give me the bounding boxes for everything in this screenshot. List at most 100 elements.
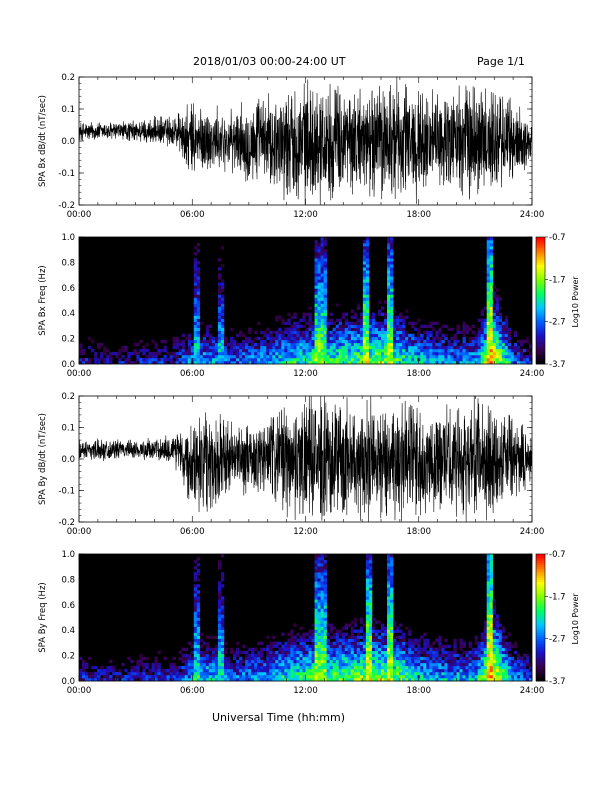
heatmap-cell [278,671,282,676]
heatmap-cell [196,312,201,316]
heatmap-cell [296,330,300,335]
heatmap-cell [311,629,315,633]
heatmap-cell [196,339,201,344]
heatmap-cell [248,668,252,673]
heatmap-cell [492,659,497,664]
heatmap-cell [402,351,406,356]
heatmap-cell [320,563,324,567]
heatmap-cell [193,345,198,350]
heatmap-cell [281,345,285,350]
heatmap-cell [507,662,512,667]
heatmap-cell [344,339,349,344]
heatmap-cell [405,351,409,356]
heatmap-cell [374,635,379,639]
heatmap-cell [390,626,394,630]
heatmap-cell [486,294,491,298]
heatmap-cell [317,581,321,585]
heatmap-cell [148,668,152,673]
heatmap-cell [193,674,198,679]
colorbar-segment [536,239,545,242]
heatmap-cell [142,677,146,682]
heatmap-cell [278,333,282,338]
heatmap-cell [293,351,297,356]
heatmap-cell [314,599,318,603]
heatmap-cell [320,243,324,247]
heatmap-cell [281,360,285,365]
heatmap-cell [97,342,101,347]
heatmap-cell [287,318,291,322]
heatmap-cell [284,650,288,655]
heatmap-cell [426,677,430,682]
heatmap-cell [205,659,210,664]
heatmap-cell [281,674,285,679]
heatmap-cell [151,677,155,682]
heatmap-cell [465,662,469,667]
heatmap-cell [311,324,315,329]
heatmap-cell [242,644,246,649]
heatmap-cell [507,653,512,658]
heatmap-cell [332,336,336,341]
heatmap-cell [353,668,358,673]
colorbar-segment [536,621,545,625]
heatmap-cell [193,330,198,335]
heatmap-cell [287,348,291,353]
heatmap-cell [423,677,427,682]
heatmap-cell [220,611,225,615]
heatmap-cell [226,674,231,679]
heatmap-cell [269,339,273,344]
heatmap-cell [223,345,228,350]
heatmap-cell [362,644,367,649]
heatmap-cell [402,321,406,325]
heatmap-cell [489,623,494,627]
heatmap-cell [356,348,361,353]
heatmap-cell [257,351,261,356]
colorbar-segment [536,657,545,661]
heatmap-cell [260,650,264,655]
heatmap-cell [510,354,515,359]
heatmap-cell [362,674,367,679]
heatmap-cell [347,360,352,365]
heatmap-cell [362,336,367,341]
colorbar-segment [536,306,545,310]
heatmap-cell [239,360,243,365]
heatmap-cell [347,653,352,658]
heatmap-cell [169,665,173,670]
heatmap-cell [374,665,379,670]
heatmap-cell [462,641,466,646]
heatmap-cell [516,665,521,670]
heatmap-cell [314,240,318,244]
heatmap-cell [347,665,352,670]
heatmap-cell [160,339,164,344]
heatmap-cell [384,324,388,329]
heatmap-cell [157,351,161,356]
heatmap-cell [91,348,95,353]
heatmap-cell [411,333,415,338]
heatmap-cell [519,662,524,667]
heatmap-cell [405,665,409,670]
heatmap-cell [393,333,397,338]
heatmap-cell [269,662,273,667]
heatmap-cell [344,357,349,362]
heatmap-cell [347,623,352,627]
colorbar-segment [536,604,545,608]
heatmap-cell [260,351,264,356]
heatmap-cell [441,324,445,329]
heatmap-cell [365,593,370,597]
heatmap-cell [317,641,321,646]
heatmap-cell [236,647,240,652]
heatmap-cell [359,617,364,621]
heatmap-cell [157,665,161,670]
heatmap-cell [317,593,321,597]
heatmap-cell [326,641,330,646]
heatmap-cell [100,665,104,670]
heatmap-cell [468,336,472,341]
heatmap-cell [365,584,370,588]
heatmap-cell [390,650,394,655]
heatmap-cell [519,342,524,347]
heatmap-cell [287,638,291,642]
heatmap-cell [480,351,484,356]
heatmap-cell [317,635,321,639]
heatmap-cell [405,360,409,365]
heatmap-cell [323,321,327,325]
